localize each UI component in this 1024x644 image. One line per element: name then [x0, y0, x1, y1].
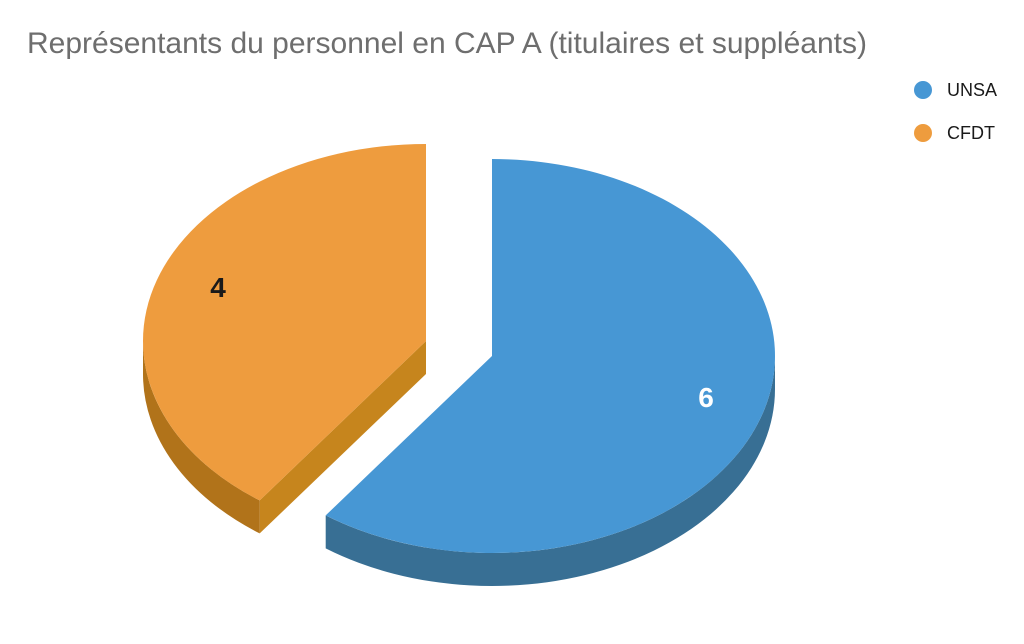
legend-item-cfdt[interactable]: CFDT: [914, 122, 997, 144]
legend-dot-unsa: [914, 81, 932, 99]
pie-slice-unsa-rim: [325, 356, 775, 587]
legend-item-unsa[interactable]: UNSA: [914, 79, 997, 101]
legend-dot-cfdt: [914, 124, 932, 142]
pie-slice-cfdt-rim: [143, 341, 260, 534]
legend-label-unsa: UNSA: [947, 79, 998, 100]
chart-title: Représentants du personnel en CAP A (tit…: [27, 27, 867, 60]
slice-value-label-cfdt: 4: [210, 272, 226, 303]
pie-slice-unsa-top[interactable]: [325, 159, 775, 553]
slice-value-label-unsa: 6: [698, 382, 714, 413]
legend: UNSA CFDT: [914, 79, 997, 165]
pie-slice-cfdt-top[interactable]: [142, 144, 426, 501]
pie-slice-cfdt-cut-face: [259, 341, 426, 534]
legend-label-cfdt: CFDT: [947, 122, 995, 143]
